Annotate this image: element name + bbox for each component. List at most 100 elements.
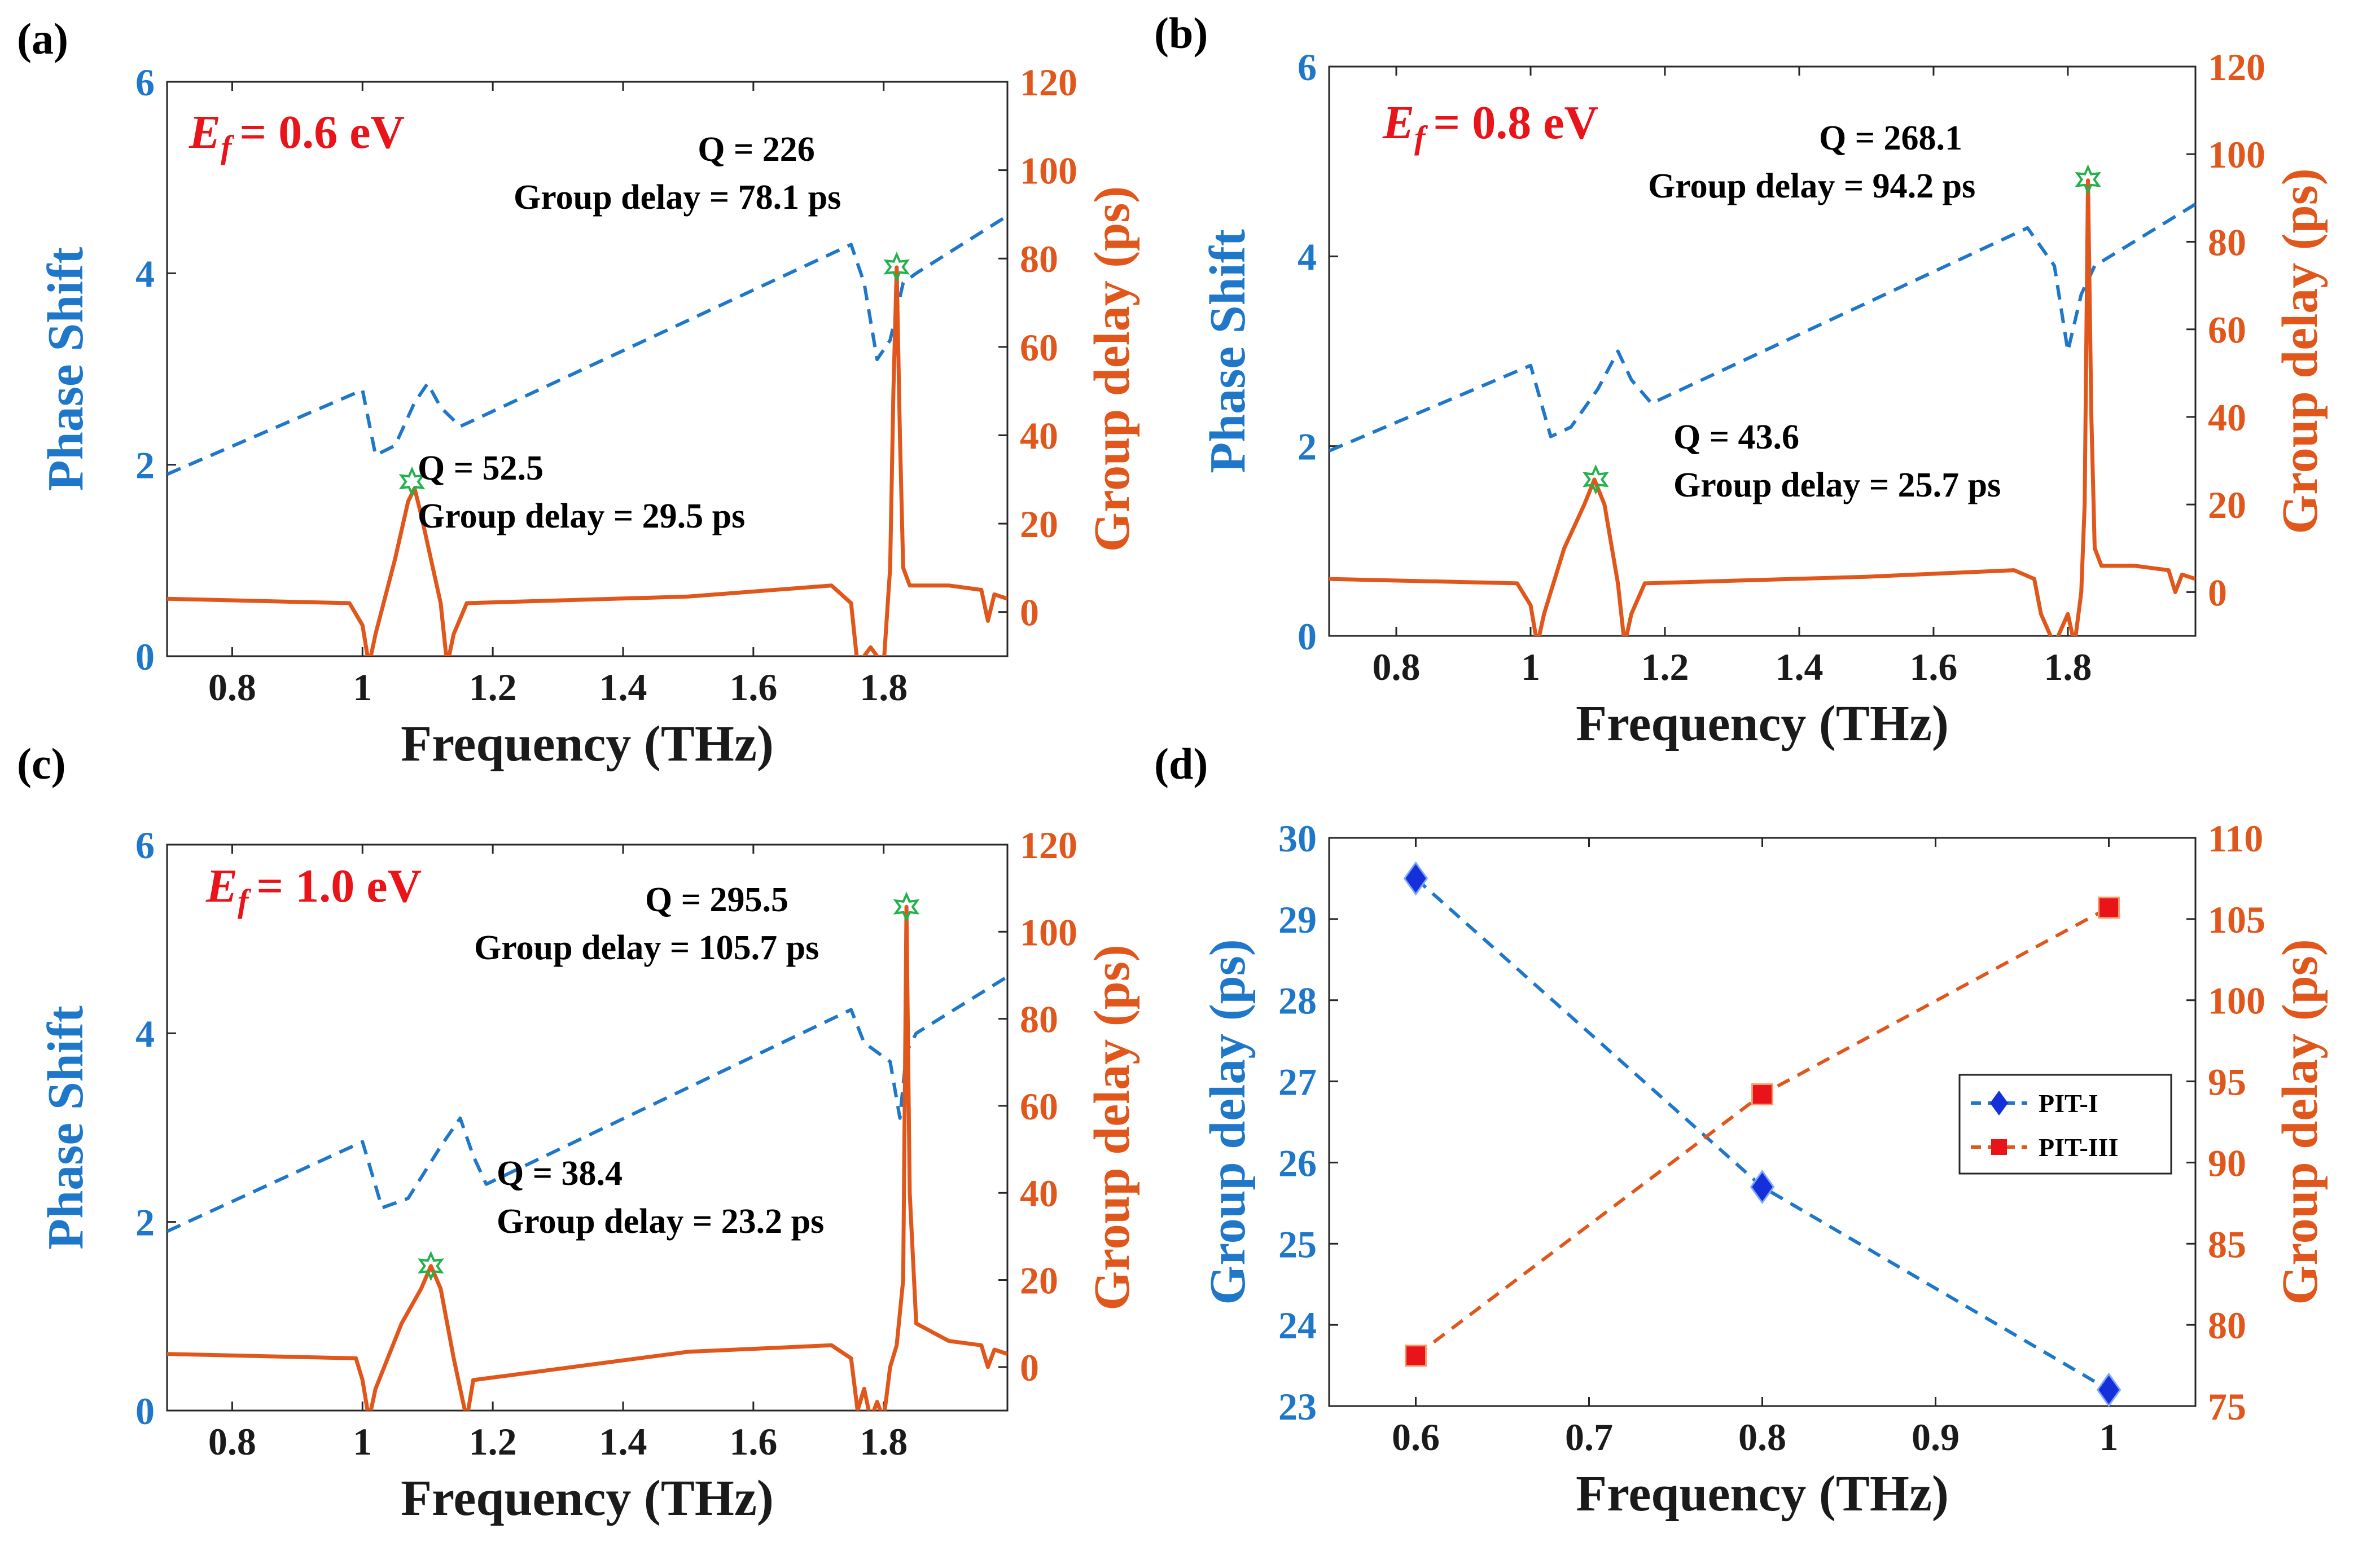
- y-right-tick-label: 20: [1020, 1259, 1058, 1302]
- y-left-tick-label: 2: [135, 444, 155, 487]
- y-right-tick-label: 120: [1020, 824, 1077, 867]
- group-delay-annotation: Group delay = 78.1 ps: [514, 178, 841, 217]
- y-right-tick-label: 75: [2208, 1385, 2246, 1428]
- peak-star-marker: [398, 466, 426, 497]
- y-left-tick-label: 2: [1298, 425, 1317, 468]
- y-left-tick-label: 4: [135, 1012, 155, 1055]
- ef-symbol: E: [205, 860, 238, 912]
- group-delay-annotation: Group delay = 105.7 ps: [474, 929, 819, 967]
- panel-a: (a)0.8 1 1.2 1.4 1.6 1.80246020406080100120Fr…: [17, 14, 1140, 772]
- ef-value: = 0.6 eV: [239, 106, 405, 159]
- x-tick-label: 1: [353, 666, 372, 709]
- ef-subscript: f: [1414, 119, 1428, 156]
- x-tick-label: 1.2: [469, 666, 517, 709]
- q-factor-label: Q = 226: [698, 130, 815, 169]
- x-tick-label: 0.8: [208, 1420, 256, 1463]
- y-left-tick-label: 24: [1278, 1304, 1317, 1347]
- pit-iii-point: [1405, 1345, 1427, 1367]
- legend-box: [1958, 1074, 2172, 1175]
- x-tick-label: 0.7: [1565, 1416, 1613, 1459]
- y-right-tick-label: 90: [2208, 1141, 2246, 1184]
- plot-frame: [166, 81, 1009, 657]
- x-axis-title: Frequency (THz): [401, 716, 774, 772]
- y-left-axis-title: Phase Shift: [38, 1005, 94, 1250]
- y-right-tick-label: 40: [1020, 414, 1058, 457]
- x-tick-label: 1.8: [860, 666, 908, 709]
- plot-frame: [1328, 65, 2197, 637]
- ef-subscript: f: [238, 882, 252, 919]
- q-factor-label: Q = 38.4: [497, 1154, 623, 1193]
- y-left-tick-label: 0: [135, 1390, 155, 1433]
- legend-square-marker: [1991, 1139, 2007, 1155]
- y-right-tick-label: 0: [1020, 1346, 1039, 1389]
- y-right-tick-label: 40: [2208, 396, 2246, 439]
- y-left-tick-label: 6: [135, 824, 155, 867]
- fermi-energy-label: Ef = 0.8 eV: [1382, 96, 1598, 156]
- ef-value: = 1.0 eV: [256, 860, 422, 912]
- y-right-tick-label: 110: [2208, 817, 2263, 860]
- panel-b: (b)0.8 1 1.2 1.4 1.6 1.80246020406080100120Fr…: [1154, 8, 2328, 752]
- x-tick-label: 0.8: [1372, 645, 1420, 688]
- x-tick-label: 0.6: [1392, 1416, 1440, 1459]
- y-right-tick-label: 100: [1020, 150, 1077, 192]
- y-right-tick-label: 0: [1020, 591, 1039, 634]
- y-right-tick-label: 95: [2208, 1061, 2246, 1104]
- y-left-tick-label: 23: [1278, 1385, 1317, 1428]
- peak-star-marker: [1582, 464, 1609, 495]
- y-left-tick-label: 25: [1278, 1223, 1317, 1266]
- x-axis-title: Frequency (THz): [1576, 1466, 1949, 1522]
- legend: PIT-I PIT-III: [1958, 1074, 2172, 1175]
- x-tick-label: 1.6: [729, 1420, 777, 1463]
- y-right-tick-label: 60: [1020, 1085, 1058, 1128]
- y-left-tick-label: 4: [135, 252, 155, 295]
- y-right-tick-label: 40: [1020, 1172, 1058, 1215]
- x-tick-label: 1.6: [1909, 645, 1957, 688]
- fermi-energy-label: Ef = 0.6 eV: [189, 106, 405, 165]
- x-tick-label: 1.8: [2044, 645, 2092, 688]
- group-delay-annotation: Group delay = 94.2 ps: [1648, 167, 1975, 205]
- y-right-tick-label: 80: [2208, 221, 2246, 263]
- y-right-axis-title: Group delay (ps): [1084, 186, 1140, 552]
- y-left-tick-label: 4: [1298, 235, 1317, 278]
- y-right-tick-label: 100: [1020, 911, 1077, 954]
- y-left-tick-label: 29: [1278, 898, 1317, 941]
- y-right-tick-label: 60: [1020, 326, 1058, 369]
- pit-i-point: [1750, 1170, 1775, 1205]
- y-left-tick-label: 27: [1278, 1061, 1317, 1104]
- x-tick-label: 1: [353, 1420, 372, 1463]
- q-factor-label: Q = 52.5: [418, 449, 544, 487]
- y-left-tick-label: 28: [1278, 979, 1317, 1022]
- peak-star-marker: [883, 252, 910, 283]
- x-tick-label: 1.2: [469, 1420, 517, 1463]
- phase-shift-line: [167, 214, 1007, 476]
- group-delay-annotation: Group delay = 25.7 ps: [1673, 466, 2001, 504]
- x-tick-label: 1.4: [599, 1420, 647, 1463]
- q-factor-label: Q = 43.6: [1673, 418, 1799, 456]
- group-delay-line: [167, 265, 1007, 656]
- y-right-axis-title: Group delay (ps): [1084, 945, 1140, 1310]
- y-right-tick-label: 80: [2208, 1304, 2246, 1347]
- x-tick-label: 1.4: [599, 666, 647, 709]
- group-delay-annotation: Group delay = 29.5 ps: [418, 497, 745, 535]
- x-tick-label: 1.4: [1775, 645, 1823, 688]
- y-right-tick-label: 0: [2208, 571, 2227, 614]
- peak-star-marker: [2075, 164, 2102, 195]
- x-axis-title: Frequency (THz): [1576, 696, 1949, 752]
- x-tick-label: 0.8: [208, 666, 256, 709]
- y-right-tick-label: 120: [1020, 61, 1077, 104]
- y-right-tick-label: 20: [2208, 484, 2246, 526]
- panel-label: (c): [17, 739, 66, 788]
- pit-i-point: [1403, 861, 1428, 896]
- peak-star-marker: [418, 1250, 444, 1281]
- y-left-axis-title: Phase Shift: [1200, 229, 1256, 473]
- panel-d: (d) 0.6 0.7 0.8 0.9 1 23 24 25 26 27 28 29 30 75 80 85 90…: [1154, 739, 2328, 1522]
- y-right-tick-label: 120: [2208, 46, 2265, 89]
- y-left-axis-title: Group delay (ps): [1200, 939, 1256, 1304]
- fermi-energy-label: Ef = 1.0 eV: [205, 860, 422, 919]
- y-left-tick-label: 6: [1298, 46, 1317, 89]
- panel-label: (a): [17, 14, 68, 63]
- y-right-tick-label: 20: [1020, 503, 1058, 546]
- group-delay-line: [167, 904, 1007, 1411]
- ef-symbol: E: [1382, 96, 1414, 149]
